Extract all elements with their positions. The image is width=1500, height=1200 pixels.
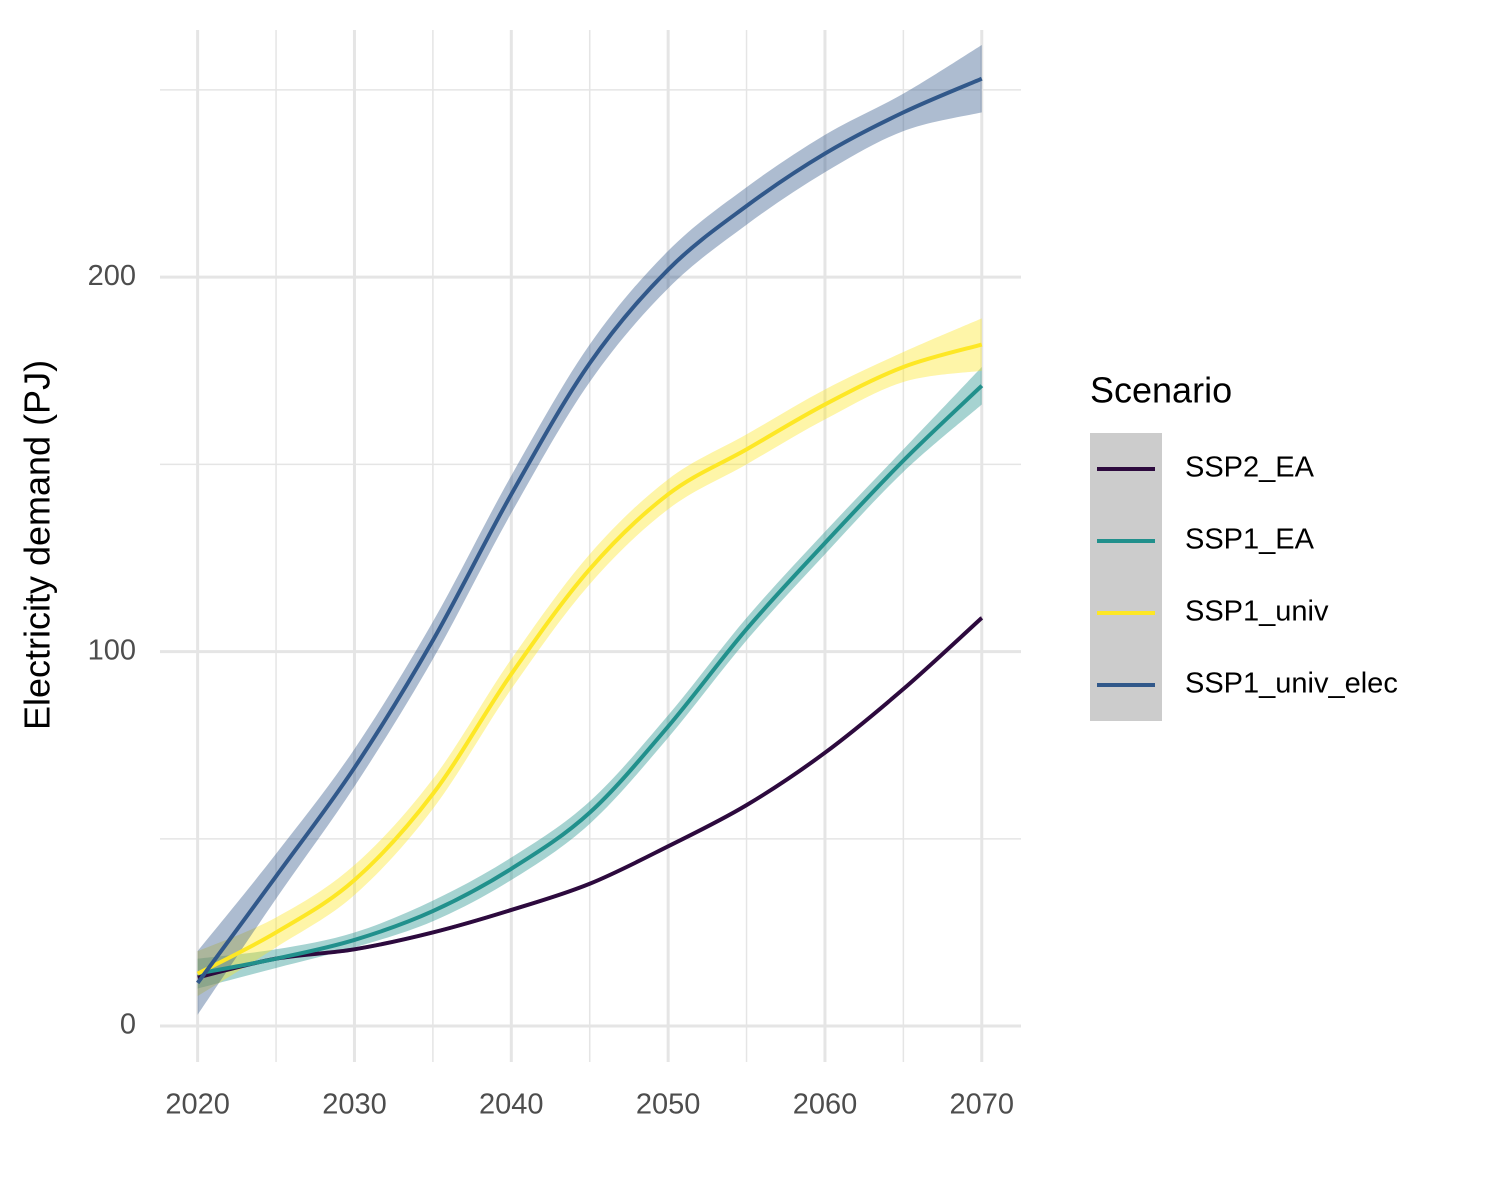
x-tick-label: 2060 <box>793 1089 858 1121</box>
x-tick-label: 2020 <box>165 1089 230 1121</box>
legend-label: SSP1_univ_elec <box>1185 668 1398 700</box>
legend-label: SSP2_EA <box>1185 452 1315 484</box>
legend-key-background <box>1090 433 1162 721</box>
x-tick-label: 2030 <box>322 1089 387 1121</box>
legend-label: SSP1_univ <box>1185 596 1329 628</box>
y-axis-label: Electricity demand (PJ) <box>17 360 58 730</box>
legend-label: SSP1_EA <box>1185 524 1315 556</box>
y-tick-label: 200 <box>88 260 136 292</box>
x-tick-label: 2040 <box>479 1089 544 1121</box>
y-tick-label: 100 <box>88 634 136 666</box>
series-line <box>196 76 983 985</box>
legend-title: Scenario <box>1090 370 1232 411</box>
confidence-band <box>197 318 982 997</box>
series-line <box>196 342 983 976</box>
x-tick-label: 2070 <box>950 1089 1015 1121</box>
series-line <box>197 384 984 976</box>
y-tick-label: 0 <box>120 1009 136 1041</box>
series-line <box>197 616 984 980</box>
x-tick-label: 2050 <box>636 1089 701 1121</box>
